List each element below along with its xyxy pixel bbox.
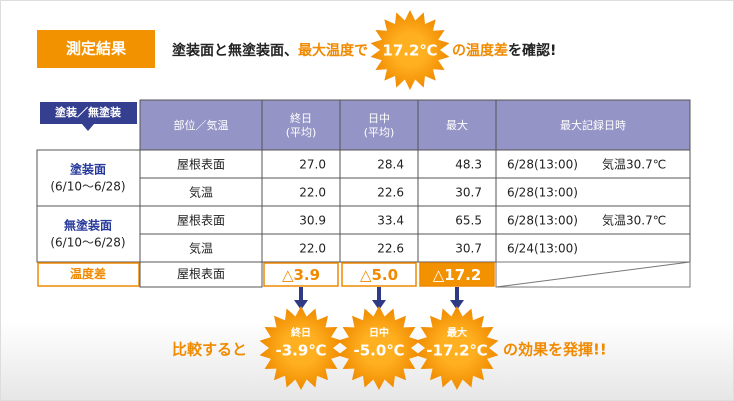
column-header-sub: (平均) bbox=[286, 126, 317, 139]
arrow-head bbox=[372, 300, 386, 310]
cell bbox=[339, 149, 419, 179]
header-part: 塗装面と無塗装面、 bbox=[172, 42, 298, 59]
group-cell bbox=[36, 149, 141, 207]
cell bbox=[139, 205, 263, 235]
diff-value: △17.2 bbox=[433, 266, 482, 284]
group-cell bbox=[36, 205, 141, 263]
column-header: 最大 bbox=[446, 118, 468, 132]
cell bbox=[495, 205, 691, 235]
diff-cell bbox=[341, 262, 417, 287]
burst-label: 最大 bbox=[447, 326, 467, 339]
header-burst: 17.2℃ bbox=[370, 10, 450, 90]
cell-text: 48.3 bbox=[455, 158, 482, 172]
group-name: 塗装面 bbox=[70, 162, 106, 177]
header-part: の温度差 bbox=[452, 42, 508, 59]
cell bbox=[417, 233, 497, 263]
burst-value: -5.0℃ bbox=[354, 342, 405, 360]
corner-label-box bbox=[40, 102, 137, 124]
header-part: 最大温度で bbox=[298, 42, 368, 59]
cell bbox=[261, 233, 341, 263]
cell bbox=[339, 233, 419, 263]
diff-cell bbox=[263, 262, 339, 287]
cell-text: 気温30.7℃ bbox=[602, 213, 666, 228]
cell-text: 6/24(13:00) bbox=[507, 242, 578, 256]
corner-arrow bbox=[82, 124, 94, 131]
cell bbox=[261, 205, 341, 235]
arrow-head bbox=[450, 300, 464, 310]
header-part: を確認! bbox=[508, 42, 556, 59]
column-header: 日中 bbox=[368, 112, 390, 125]
diff-value: △3.9 bbox=[282, 266, 320, 284]
column-header: 終日 bbox=[290, 111, 312, 125]
badge-text: 測定結果 bbox=[66, 40, 127, 58]
burst-value: -3.9℃ bbox=[276, 342, 327, 360]
starburst bbox=[259, 306, 343, 390]
diff-label-cell bbox=[37, 262, 140, 287]
cell-text: 屋根表面 bbox=[177, 267, 225, 281]
header-text: 塗装面と無塗装面、最大温度で bbox=[172, 42, 368, 59]
cell bbox=[495, 177, 691, 207]
corner-label: 塗装／無塗装 bbox=[55, 105, 121, 119]
bottom-lead: 比較すると bbox=[172, 341, 247, 359]
cell-text: 65.5 bbox=[455, 214, 482, 228]
cell-text: 6/28(13:00) bbox=[507, 214, 578, 228]
badge bbox=[37, 30, 155, 68]
cell-text: 気温 bbox=[189, 241, 213, 256]
burst-text: 17.2℃ bbox=[382, 42, 437, 60]
column-header: 最大記録日時 bbox=[560, 118, 626, 132]
diff-cell bbox=[419, 262, 495, 287]
burst-label: 日中 bbox=[369, 326, 389, 339]
header-text: の温度差を確認! bbox=[452, 42, 556, 59]
column-header-sub: (平均) bbox=[364, 126, 395, 139]
cell bbox=[139, 177, 263, 207]
cell bbox=[139, 261, 263, 288]
cell-text: 気温30.7℃ bbox=[602, 157, 666, 172]
diff-label: 温度差 bbox=[70, 266, 106, 281]
cell-text: 22.6 bbox=[377, 186, 404, 200]
cell-text: 27.0 bbox=[299, 158, 326, 172]
burst-value: -17.2℃ bbox=[426, 342, 487, 360]
cell-text: 30.7 bbox=[455, 242, 482, 256]
cell-text: 22.6 bbox=[377, 242, 404, 256]
group-name: 無塗装面 bbox=[64, 218, 112, 233]
cell-text: 気温 bbox=[189, 185, 213, 200]
cell-text: 22.0 bbox=[299, 186, 326, 200]
cell bbox=[339, 177, 419, 207]
cell-text: 30.9 bbox=[299, 214, 326, 228]
diagonal bbox=[495, 261, 691, 288]
header-row bbox=[139, 99, 691, 151]
group-period: (6/10～6/28) bbox=[50, 236, 125, 250]
cell bbox=[339, 205, 419, 235]
starburst bbox=[370, 10, 450, 90]
cell bbox=[417, 177, 497, 207]
cell-text: 30.7 bbox=[455, 186, 482, 200]
cell-text: 6/28(13:00) bbox=[507, 158, 578, 172]
starburst bbox=[415, 306, 499, 390]
starburst bbox=[337, 306, 421, 390]
cell-text: 屋根表面 bbox=[177, 214, 225, 228]
cell-text: 6/28(13:00) bbox=[507, 186, 578, 200]
cell bbox=[261, 177, 341, 207]
cell-text: 28.4 bbox=[377, 158, 404, 172]
arrow-head bbox=[294, 300, 308, 310]
cell-text: 屋根表面 bbox=[177, 158, 225, 172]
diff-value: △5.0 bbox=[360, 266, 398, 284]
bottom-tail: の効果を発揮!! bbox=[503, 341, 607, 359]
column-header: 部位／気温 bbox=[174, 118, 229, 132]
cell-text: 33.4 bbox=[377, 214, 404, 228]
group-period: (6/10～6/28) bbox=[50, 180, 125, 194]
bottom: 比較すると 終日 -3.9℃ 日中 -5.0℃ 最大 -17.2℃ の効果を発揮!! bbox=[172, 287, 607, 390]
burst-label: 終日 bbox=[291, 326, 311, 339]
cell-text: 22.0 bbox=[299, 242, 326, 256]
